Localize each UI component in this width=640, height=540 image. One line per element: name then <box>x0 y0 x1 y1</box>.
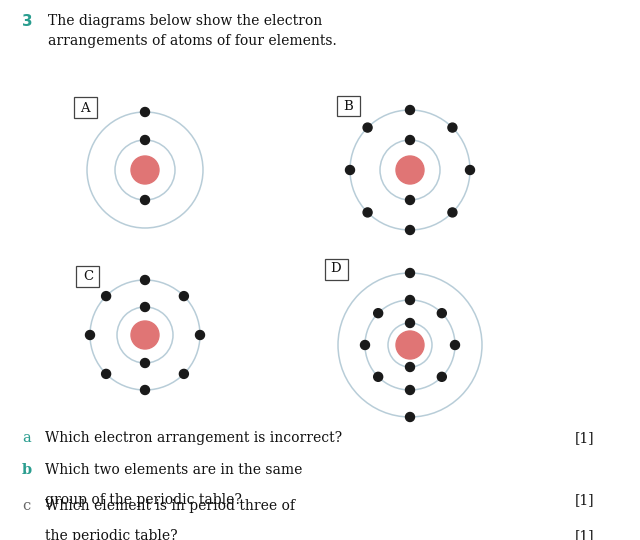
Circle shape <box>406 362 415 372</box>
Text: A: A <box>80 102 90 114</box>
Circle shape <box>406 136 415 145</box>
Circle shape <box>437 309 446 318</box>
Text: c: c <box>22 499 30 513</box>
Circle shape <box>131 321 159 349</box>
Circle shape <box>141 359 150 368</box>
Circle shape <box>141 386 150 395</box>
Circle shape <box>195 330 205 340</box>
Text: [1]: [1] <box>575 529 595 540</box>
Text: D: D <box>331 262 341 275</box>
Text: 3: 3 <box>22 14 33 29</box>
Circle shape <box>363 123 372 132</box>
Text: group of the periodic table?: group of the periodic table? <box>45 493 242 507</box>
Text: The diagrams below show the electron
arrangements of atoms of four elements.: The diagrams below show the electron arr… <box>48 14 337 48</box>
Circle shape <box>141 195 150 205</box>
Circle shape <box>141 302 150 312</box>
Text: B: B <box>343 99 353 112</box>
Circle shape <box>141 107 150 117</box>
Text: [1]: [1] <box>575 493 595 507</box>
Circle shape <box>86 330 95 340</box>
FancyBboxPatch shape <box>77 266 99 287</box>
Circle shape <box>374 309 383 318</box>
Circle shape <box>406 386 415 395</box>
Circle shape <box>451 341 460 349</box>
Circle shape <box>406 413 415 422</box>
Text: a: a <box>22 431 31 445</box>
Text: Which element is in period three of: Which element is in period three of <box>45 499 295 513</box>
Text: b: b <box>22 463 32 477</box>
FancyBboxPatch shape <box>74 98 97 118</box>
FancyBboxPatch shape <box>324 259 348 280</box>
Circle shape <box>141 136 150 145</box>
Circle shape <box>406 268 415 278</box>
Circle shape <box>406 295 415 305</box>
Circle shape <box>396 331 424 359</box>
Circle shape <box>102 369 111 379</box>
Circle shape <box>374 372 383 381</box>
Circle shape <box>179 369 188 379</box>
Text: Which electron arrangement is incorrect?: Which electron arrangement is incorrect? <box>45 431 342 445</box>
Text: the periodic table?: the periodic table? <box>45 529 178 540</box>
FancyBboxPatch shape <box>337 96 360 117</box>
Circle shape <box>396 156 424 184</box>
Circle shape <box>141 275 150 285</box>
Circle shape <box>406 195 415 205</box>
Circle shape <box>448 123 457 132</box>
Circle shape <box>406 226 415 234</box>
Text: Which two elements are in the same: Which two elements are in the same <box>45 463 302 477</box>
Circle shape <box>406 105 415 114</box>
Circle shape <box>346 165 355 174</box>
Circle shape <box>179 292 188 301</box>
Text: [1]: [1] <box>575 431 595 445</box>
Circle shape <box>437 372 446 381</box>
Circle shape <box>363 208 372 217</box>
Circle shape <box>465 165 474 174</box>
Circle shape <box>131 156 159 184</box>
Circle shape <box>406 319 415 327</box>
Circle shape <box>102 292 111 301</box>
Circle shape <box>448 208 457 217</box>
Text: C: C <box>83 269 93 282</box>
Circle shape <box>360 341 369 349</box>
